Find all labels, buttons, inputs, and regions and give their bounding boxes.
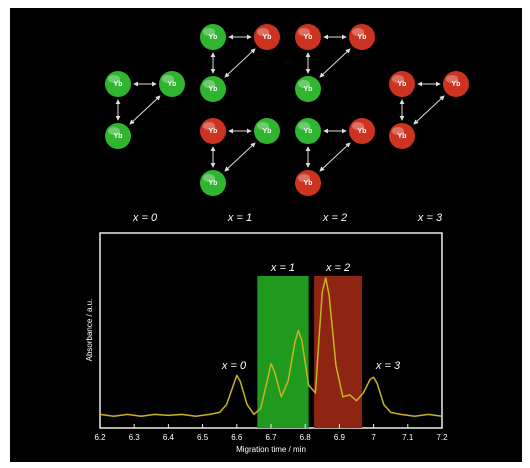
region bbox=[257, 276, 308, 428]
figure: Migration time / min Absorbance / a.u. Y… bbox=[0, 0, 530, 468]
x-tick-label: 7.1 bbox=[402, 433, 414, 442]
sphere-label: Yb bbox=[452, 81, 461, 88]
sphere-label: Yb bbox=[263, 34, 272, 41]
sphere-label: Yb bbox=[168, 81, 177, 88]
x-tick-label: 7 bbox=[371, 433, 376, 442]
x-tick-label: 6.6 bbox=[231, 433, 243, 442]
x-tick-label: 6.8 bbox=[300, 433, 312, 442]
sphere-label: Yb bbox=[263, 128, 272, 135]
sphere-label: Yb bbox=[398, 81, 407, 88]
x-tick-label: 6.3 bbox=[129, 433, 141, 442]
annotation: x = 0 bbox=[221, 360, 247, 372]
y-axis-label: Absorbance / a.u. bbox=[85, 299, 94, 362]
sphere-label: Yb bbox=[209, 34, 218, 41]
region-label: x = 1 bbox=[270, 262, 295, 274]
x-tick-label: 6.2 bbox=[94, 433, 106, 442]
x-axis-label: Migration time / min bbox=[236, 445, 306, 454]
sphere-label: Yb bbox=[398, 133, 407, 140]
sphere-label: Yb bbox=[304, 180, 313, 187]
diagram-label: x = 2 bbox=[322, 212, 347, 224]
annotation: x = 3 bbox=[375, 360, 401, 372]
region-label: x = 2 bbox=[325, 262, 350, 274]
sphere-label: Yb bbox=[304, 34, 313, 41]
diagram-label: x = 3 bbox=[417, 212, 443, 224]
x-tick-label: 6.9 bbox=[334, 433, 346, 442]
x-tick-label: 7.2 bbox=[436, 433, 448, 442]
sphere-label: Yb bbox=[209, 86, 218, 93]
x-tick-label: 6.7 bbox=[265, 433, 277, 442]
diagram-label: x = 1 bbox=[227, 212, 252, 224]
sphere-label: Yb bbox=[209, 180, 218, 187]
x-tick-label: 6.5 bbox=[197, 433, 209, 442]
sphere-label: Yb bbox=[304, 86, 313, 93]
sphere-label: Yb bbox=[304, 128, 313, 135]
diagram-label: x = 0 bbox=[132, 212, 158, 224]
sphere-label: Yb bbox=[114, 133, 123, 140]
x-tick-label: 6.4 bbox=[163, 433, 175, 442]
sphere-label: Yb bbox=[358, 128, 367, 135]
sphere-label: Yb bbox=[114, 81, 123, 88]
sphere-label: Yb bbox=[209, 128, 218, 135]
sphere-label: Yb bbox=[358, 34, 367, 41]
